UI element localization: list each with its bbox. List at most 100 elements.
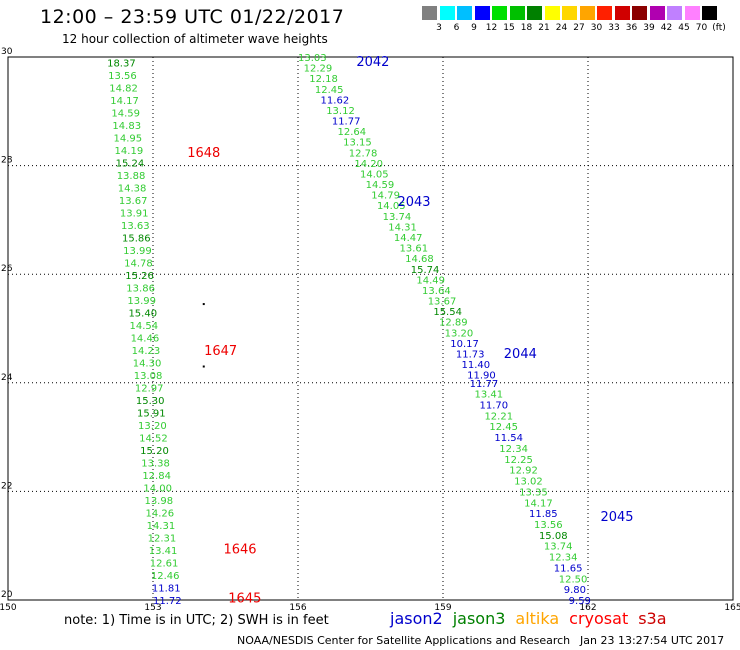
data-point-label: 13.35 [519, 487, 548, 498]
data-point-label: 13.02 [514, 477, 543, 488]
data-point-label: 12.45 [315, 85, 344, 96]
scale-swatch [579, 6, 596, 20]
data-point-label: 11.73 [456, 349, 485, 360]
data-point-label: 14.05 [377, 201, 406, 212]
data-point-label: 15.24 [116, 158, 145, 169]
data-point-label: 13.15 [343, 138, 372, 149]
data-point-label: 13.67 [428, 297, 457, 308]
data-point-label: 12.45 [489, 422, 518, 433]
x-tick-label: 162 [579, 603, 596, 613]
y-tick-label: 28 [1, 156, 13, 166]
data-point-label: 9.59 [569, 596, 591, 607]
x-tick-label: 159 [434, 603, 451, 613]
data-point-label: 15.86 [122, 233, 151, 244]
data-point-label: 13.41 [475, 390, 504, 401]
data-point-label: 13.20 [138, 421, 167, 432]
data-point-label: 12.50 [559, 574, 588, 585]
data-point-label: 14.31 [147, 521, 176, 532]
data-point-label: 15.40 [128, 308, 157, 319]
data-point-label: 15.26 [125, 271, 154, 282]
data-point-label: 14.54 [130, 321, 159, 332]
legend-s3a: s3a [638, 609, 667, 628]
scale-label: 12 [485, 23, 498, 33]
data-point-label: 14.82 [109, 83, 138, 94]
data-dot [202, 365, 205, 368]
scale-label: 21 [538, 23, 550, 33]
scale-label: 39 [643, 23, 655, 33]
scale-swatch [597, 6, 613, 20]
pass-time-label: 1647 [204, 344, 237, 359]
data-point-label: 13.12 [326, 106, 355, 117]
data-point-label: 15.20 [140, 446, 169, 457]
data-point-label: 12.64 [337, 127, 366, 138]
data-point-label: 14.52 [139, 433, 168, 444]
scale-label: 70 [695, 23, 708, 33]
scale-swatch [702, 6, 718, 20]
scale-swatch [509, 6, 526, 20]
data-point-label: 14.38 [118, 183, 147, 194]
data-point-label: 15.08 [539, 531, 568, 542]
y-tick-label: 24 [1, 373, 13, 383]
scale-swatch [562, 6, 578, 20]
data-point-label: 11.40 [462, 360, 491, 371]
data-point-label: 14.31 [388, 222, 417, 233]
data-point-label: 11.72 [153, 596, 182, 607]
data-point-label: 12.18 [309, 74, 338, 85]
units-note: note: 1) Time is in UTC; 2) SWH is in fe… [64, 613, 329, 628]
scale-swatch [684, 6, 701, 20]
data-point-label: 13.20 [445, 328, 474, 339]
data-point-label: 13.88 [117, 171, 146, 182]
satellite-legend: jason2 jason3 altika cryosat s3a [390, 609, 677, 628]
data-point-label: 13.56 [534, 520, 563, 531]
pass-time-label: 2043 [397, 195, 430, 210]
pass-time-label: 1646 [223, 542, 256, 557]
data-point-label: 14.26 [146, 508, 175, 519]
data-point-label: 14.23 [132, 346, 161, 357]
scale-swatch [667, 6, 683, 20]
chart-title: 12:00 – 23:59 UTC 01/22/2017 [40, 6, 345, 28]
data-point-label: 14.59 [111, 108, 140, 119]
x-tick-label: 153 [144, 603, 161, 613]
data-point-label: 14.46 [131, 333, 160, 344]
data-point-label: 14.17 [110, 96, 139, 107]
pass-time-label: 2045 [600, 510, 633, 525]
scale-label: (ft) [712, 23, 726, 33]
data-point-label: 12.89 [439, 318, 468, 329]
data-point-label: 13.64 [422, 286, 451, 297]
chart-subtitle: 12 hour collection of altimeter wave hei… [62, 32, 328, 46]
pass-time-label: 1645 [228, 591, 261, 606]
scale-label: 24 [555, 23, 568, 33]
data-point-label: 14.00 [143, 483, 172, 494]
data-point-label: 13.99 [127, 296, 156, 307]
data-point-label: 14.49 [416, 275, 445, 286]
data-point-label: 14.19 [115, 146, 144, 157]
data-point-label: 12.46 [151, 571, 180, 582]
data-point-label: 13.61 [400, 244, 429, 255]
scale-swatch [474, 6, 491, 20]
data-point-label: 13.38 [141, 458, 170, 469]
data-point-label: 13.03 [298, 53, 327, 64]
data-point-label: 11.77 [332, 117, 361, 128]
legend-jason3: jason3 [452, 609, 506, 628]
data-point-label: 12.25 [504, 455, 533, 466]
scale-swatch [457, 6, 473, 20]
data-point-label: 14.47 [394, 233, 423, 244]
data-point-label: 12.61 [150, 558, 179, 569]
data-point-label: 11.70 [479, 401, 508, 412]
scale-label: 27 [573, 23, 585, 33]
data-point-label: 10.17 [450, 339, 479, 350]
data-point-label: 14.68 [405, 254, 434, 265]
data-point-label: 14.79 [371, 191, 400, 202]
data-point-label: 12.92 [509, 466, 538, 477]
data-point-label: 11.77 [470, 379, 499, 390]
data-point-label: 15.91 [137, 408, 166, 419]
x-tick-label: 156 [289, 603, 306, 613]
data-point-label: 14.83 [112, 121, 141, 132]
data-point-label: 13.74 [383, 212, 412, 223]
scale-swatch [492, 6, 508, 20]
scale-label: 9 [471, 23, 477, 33]
data-point-label: 13.56 [108, 71, 137, 82]
data-point-label: 12.97 [135, 383, 164, 394]
data-point-label: 15.30 [136, 396, 165, 407]
legend-cryosat: cryosat [569, 609, 629, 628]
